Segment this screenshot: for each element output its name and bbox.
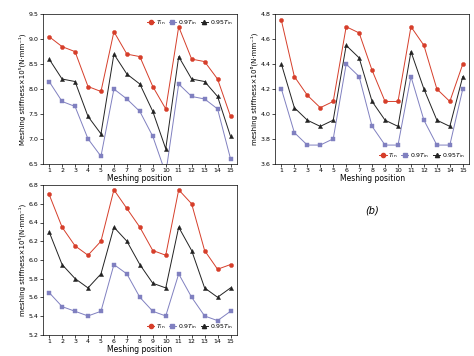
- Y-axis label: meshing stiffness×10⁵(N·mm⁻¹): meshing stiffness×10⁵(N·mm⁻¹): [18, 204, 26, 316]
- Y-axis label: meshing stiffness×10⁶(N·mm⁻¹): meshing stiffness×10⁶(N·mm⁻¹): [250, 33, 258, 145]
- Text: (b): (b): [365, 206, 379, 216]
- Legend: $T_\mathrm{in}$, $0.9T_\mathrm{in}$, $0.95T_\mathrm{in}$: $T_\mathrm{in}$, $0.9T_\mathrm{in}$, $0.…: [146, 17, 234, 27]
- X-axis label: Meshing position: Meshing position: [107, 174, 173, 183]
- Y-axis label: Meshing stiffness×10⁵(N·mm⁻¹): Meshing stiffness×10⁵(N·mm⁻¹): [18, 33, 26, 145]
- X-axis label: Meshing position: Meshing position: [107, 345, 173, 354]
- Legend: $T_\mathrm{in}$, $0.9T_\mathrm{in}$, $0.95T_\mathrm{in}$: $T_\mathrm{in}$, $0.9T_\mathrm{in}$, $0.…: [378, 151, 466, 161]
- Legend: $T_\mathrm{in}$, $0.9T_\mathrm{in}$, $0.95T_\mathrm{in}$: $T_\mathrm{in}$, $0.9T_\mathrm{in}$, $0.…: [146, 321, 234, 331]
- X-axis label: Meshing position: Meshing position: [339, 174, 405, 183]
- Text: (a): (a): [133, 206, 146, 216]
